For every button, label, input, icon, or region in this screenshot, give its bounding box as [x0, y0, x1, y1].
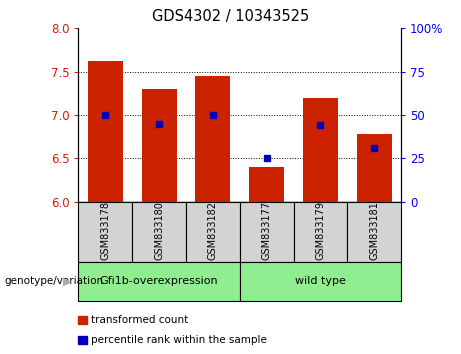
Bar	[347, 202, 401, 262]
Text: GSM833180: GSM833180	[154, 201, 164, 260]
Text: Gfi1b-overexpression: Gfi1b-overexpression	[100, 276, 219, 286]
Bar	[303, 98, 338, 202]
Text: GSM833177: GSM833177	[261, 201, 272, 260]
Bar	[294, 202, 347, 262]
Bar	[240, 202, 294, 262]
Text: percentile rank within the sample: percentile rank within the sample	[91, 335, 267, 345]
Bar	[186, 202, 240, 262]
Text: transformed count: transformed count	[91, 315, 189, 325]
Bar	[249, 167, 284, 202]
Bar	[88, 61, 123, 202]
Text: GSM833182: GSM833182	[208, 201, 218, 260]
Text: genotype/variation: genotype/variation	[5, 276, 104, 286]
Bar	[195, 76, 230, 202]
Bar	[357, 134, 392, 202]
Bar	[142, 89, 177, 202]
Text: GSM833181: GSM833181	[369, 201, 379, 260]
Text: wild type: wild type	[295, 276, 346, 286]
Bar	[240, 262, 401, 301]
Bar	[78, 202, 132, 262]
Text: GSM833178: GSM833178	[100, 201, 110, 260]
Bar	[132, 202, 186, 262]
Text: ▶: ▶	[63, 276, 71, 286]
Text: GSM833179: GSM833179	[315, 201, 325, 260]
Text: GDS4302 / 10343525: GDS4302 / 10343525	[152, 9, 309, 24]
Bar	[78, 262, 240, 301]
